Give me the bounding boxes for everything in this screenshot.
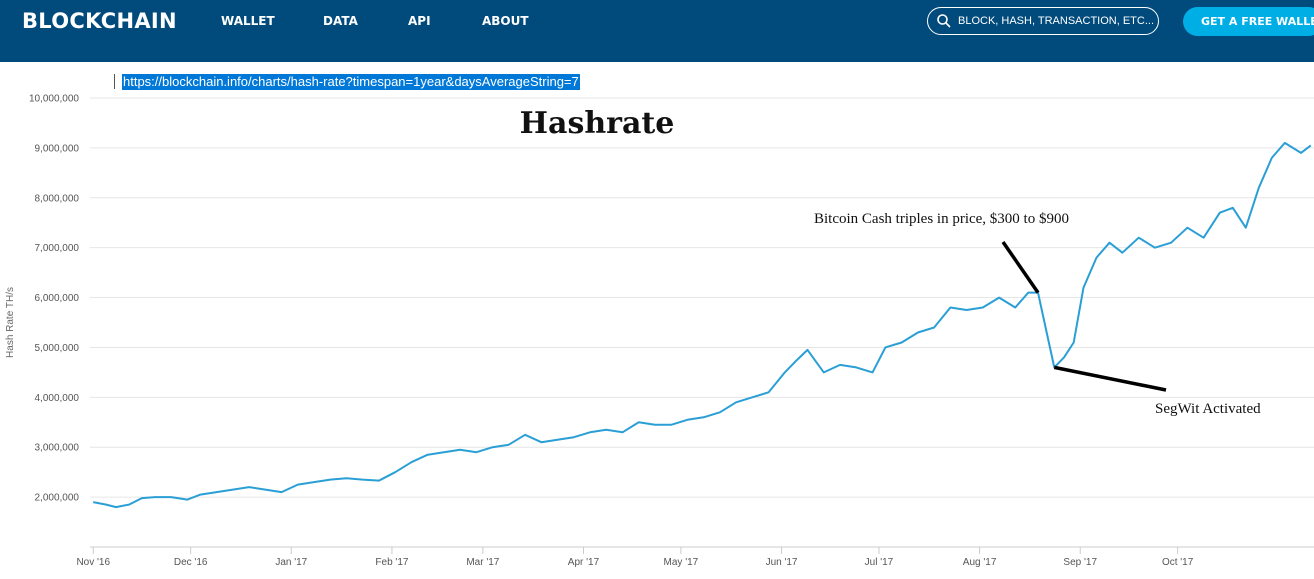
search-placeholder: BLOCK, HASH, TRANSACTION, ETC... [958,15,1154,27]
blockchain-logo[interactable]: BLOCKCHAIN [22,9,177,33]
get-wallet-button[interactable]: GET A FREE WALLET [1183,7,1314,36]
x-tick-label: Jan '17 [275,557,307,568]
annotation-segwit: SegWit Activated [1155,401,1261,417]
y-tick-label: 2,000,000 [35,493,80,504]
y-tick-label: 4,000,000 [35,393,80,404]
y-tick-label: 8,000,000 [35,193,80,204]
grid-lines [90,97,1314,498]
x-tick-label: Feb '17 [375,557,408,568]
y-tick-label: 10,000,000 [29,94,79,105]
search-icon [937,14,951,28]
x-tick-label: Oct '17 [1162,557,1194,568]
y-tick-label: 9,000,000 [35,143,80,154]
top-navbar: BLOCKCHAIN WALLET DATA API ABOUT BLOCK, … [0,0,1314,62]
x-tick-label: Mar '17 [466,557,499,568]
y-axis-ticks: 2,000,000 3,000,000 4,000,000 5,000,000 6,00… [29,94,79,504]
x-tick-label: Nov '16 [76,557,110,568]
chart-title: Hashrate [520,106,675,141]
x-tick-label: Aug '17 [963,557,997,568]
annotation-bitcoin-cash: Bitcoin Cash triples in price, $300 to $… [814,211,1069,227]
x-tick-label: May '17 [664,557,699,568]
x-tick-label: Jun '17 [766,557,798,568]
x-tick-label: Apr '17 [568,557,600,568]
y-tick-label: 6,000,000 [35,293,80,304]
x-tick-label: Jul '17 [865,557,894,568]
y-tick-label: 7,000,000 [35,243,80,254]
x-axis-ticks: Nov '16 Dec '16 Jan '17 Feb '17 Mar '17 Apr '… [76,547,1194,568]
get-wallet-label: GET A FREE WALLET [1201,15,1314,28]
y-tick-label: 3,000,000 [35,443,80,454]
x-tick-label: Dec '16 [174,557,208,568]
annotation-pointer-segwit [1053,365,1167,392]
nav-data[interactable]: DATA [323,14,358,28]
hashrate-series-line [93,141,1312,509]
text-caret [114,74,115,89]
nav-api[interactable]: API [408,14,431,28]
y-axis-label: Hash Rate TH/s [5,287,16,358]
nav-about[interactable]: ABOUT [482,14,529,28]
annotation-pointer-bitcoin-cash [1001,241,1040,294]
selected-url: https://blockchain.info/charts/hash-rate… [122,74,580,90]
nav-wallet[interactable]: WALLET [221,14,275,28]
x-tick-label: Sep '17 [1063,557,1097,568]
search-input[interactable]: BLOCK, HASH, TRANSACTION, ETC... [927,7,1159,35]
url-text-field[interactable]: https://blockchain.info/charts/hash-rate… [114,70,623,92]
y-tick-label: 5,000,000 [35,343,80,354]
